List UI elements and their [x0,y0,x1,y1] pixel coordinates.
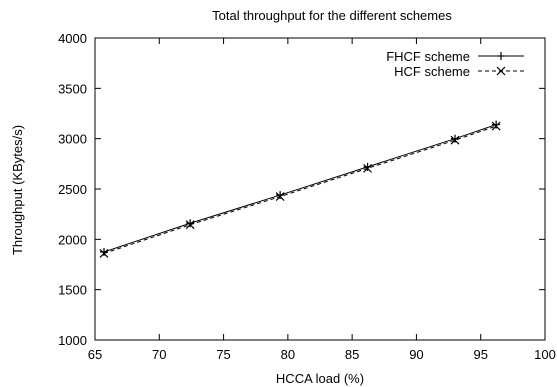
x-tick-label: 95 [473,347,487,362]
hcf-scheme-point [363,163,372,173]
x-tick-label: 85 [345,347,359,362]
x-tick-label: 100 [534,347,556,362]
hcf-scheme-series [99,121,501,258]
y-tick-label: 1500 [58,283,87,298]
y-tick-label: 1000 [58,333,87,348]
fhcf-scheme-series [100,120,501,256]
fhcf-scheme-line [103,124,497,253]
x-tick-label: 90 [409,347,423,362]
hcf-scheme-point [185,220,195,230]
chart-title: Total throughput for the different schem… [212,8,452,23]
y-tick-label: 3000 [58,132,87,147]
y-tick-label: 2000 [58,232,87,247]
plot-area-frame [94,37,546,341]
y-axis-label: Throughput (KBytes/s) [10,125,25,255]
hcf-scheme-line [103,125,497,254]
x-tick-label: 80 [281,347,295,362]
hcf-scheme-point [99,249,109,258]
hcf-scheme-point [275,192,285,201]
y-tick-label: 2500 [58,182,87,197]
hcf-scheme-point [450,135,460,145]
legend-label-hcf-scheme: HCF scheme [394,64,470,79]
y-tick-label: 4000 [58,31,87,46]
x-tick-label: 70 [152,347,166,362]
legend-label-fhcf-scheme: FHCF scheme [386,49,470,64]
legend-marker-hcf-scheme [496,66,506,76]
x-tick-label: 65 [88,347,102,362]
x-tick-label: 75 [216,347,230,362]
y-tick-label: 3500 [58,81,87,96]
hcf-scheme-point [491,121,501,131]
x-axis-label: HCCA load (%) [276,371,364,386]
